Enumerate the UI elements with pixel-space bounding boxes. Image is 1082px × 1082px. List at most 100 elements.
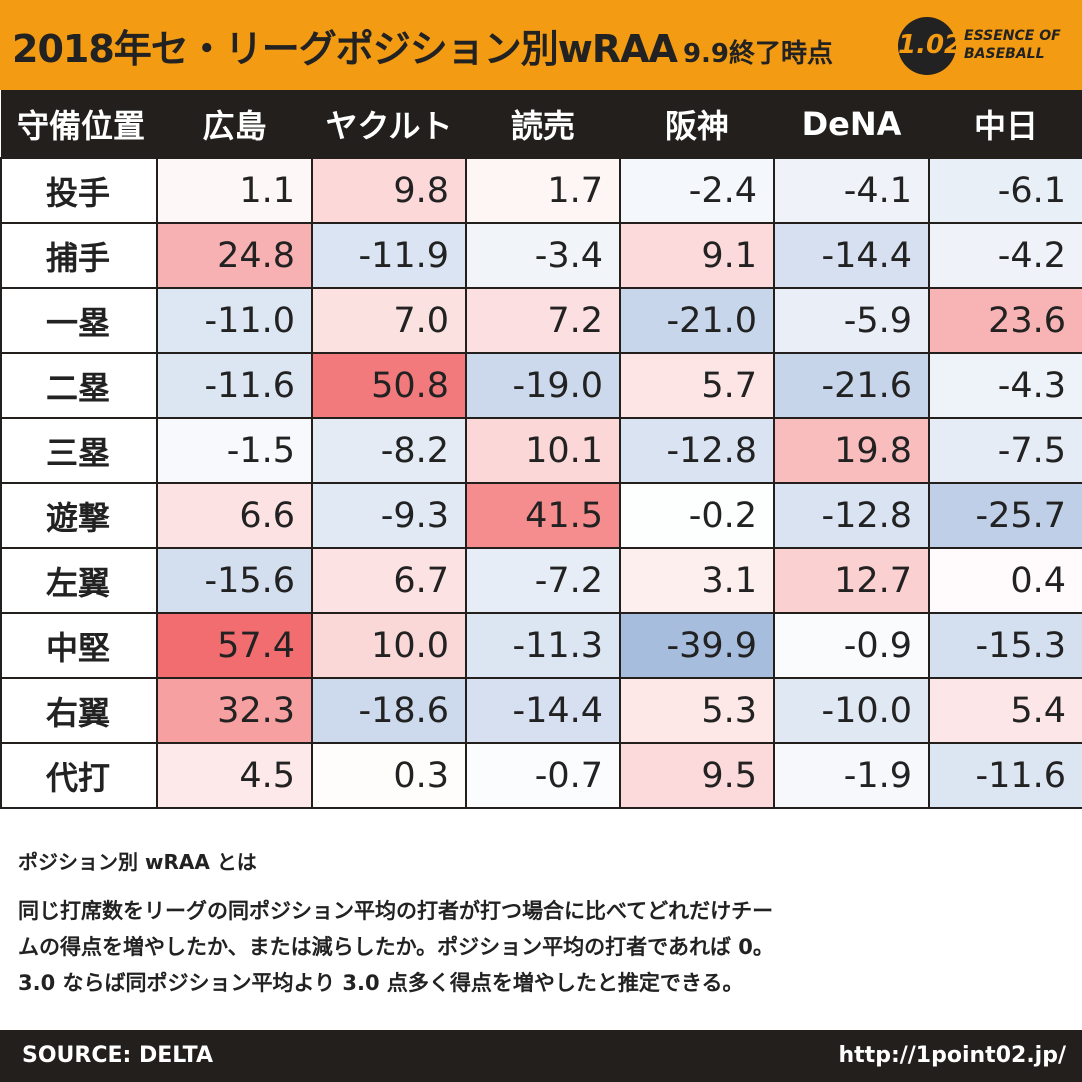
table-row: 遊撃 6.6 -9.3 41.5 -0.2 -12.8 -25.7 [0,482,1082,549]
heatmap-cell: 6.7 [311,547,467,614]
column-header-team: 読売 [466,90,620,158]
heatmap-cell: 0.3 [311,742,467,809]
column-header-team: ヤクルト [312,90,466,158]
table-row: 三塁 -1.5 -8.2 10.1 -12.8 19.8 -7.5 [0,417,1082,484]
note-title: ポジション別 wRAA とは [18,850,257,874]
wraa-heatmap-table: 守備位置 広島 ヤクルト 読売 阪神 DeNA 中日 投手 1.1 9.8 1.7 -2.4 -4.… [0,90,1082,809]
column-header-team: DeNA [774,90,929,158]
heatmap-cell: 24.8 [156,222,313,289]
column-header-team: 広島 [157,90,312,158]
heatmap-cell: 19.8 [773,417,930,484]
table-row: 右翼 32.3 -18.6 -14.4 5.3 -10.0 5.4 [0,677,1082,744]
heatmap-cell: -15.6 [156,547,313,614]
footer-bar: SOURCE: DELTA http://1point02.jp/ [0,1030,1082,1082]
chart-title: 2018年セ・リーグポジション別wRAA 9.9終了時点 [12,18,833,73]
heatmap-cell: 10.0 [311,612,467,679]
heatmap-cell: -4.2 [928,222,1082,289]
heatmap-cell: 5.7 [619,352,775,419]
logo-line-1: ESSENCE OF [964,28,1061,44]
heatmap-cell: 9.5 [619,742,775,809]
heatmap-cell: -25.7 [928,482,1082,549]
heatmap-cell: -6.1 [928,157,1082,224]
logo-wordmark: ESSENCE OF BASEBALL [964,27,1061,63]
note-line-3: 3.0 ならば同ポジション平均より 3.0 点多く得点を増やしたと推定できる。 [18,971,744,995]
row-header-position: 投手 [0,157,158,224]
logo-line-2: BASEBALL [964,46,1045,62]
heatmap-cell: -8.2 [311,417,467,484]
heatmap-cell: 5.4 [928,677,1082,744]
row-header-position: 捕手 [0,222,158,289]
heatmap-cell: 10.1 [465,417,621,484]
column-header-position: 守備位置 [1,90,157,158]
logo-number: 1.02 [898,30,963,60]
heatmap-cell: -0.7 [465,742,621,809]
heatmap-cell: -21.0 [619,287,775,354]
row-header-position: 右翼 [0,677,158,744]
heatmap-cell: -18.6 [311,677,467,744]
row-header-position: 三塁 [0,417,158,484]
brand-logo: 1.02 ESSENCE OF BASEBALL [898,17,1068,75]
heatmap-cell: -7.5 [928,417,1082,484]
title-text: 2018年セ・リーグポジション別wRAA [12,27,678,71]
heatmap-cell: 1.7 [465,157,621,224]
row-header-position: 左翼 [0,547,158,614]
heatmap-cell: 0.4 [928,547,1082,614]
row-header-position: 代打 [0,742,158,809]
heatmap-cell: 23.6 [928,287,1082,354]
heatmap-cell: -0.2 [619,482,775,549]
heatmap-cell: -12.8 [619,417,775,484]
heatmap-cell: -39.9 [619,612,775,679]
heatmap-cell: -9.3 [311,482,467,549]
heatmap-cell: 7.2 [465,287,621,354]
definition-note: ポジション別 wRAA とは 同じ打席数をリーグの同ポジション平均の打者が打つ場… [18,846,1068,1001]
heatmap-cell: 57.4 [156,612,313,679]
heatmap-cell: -4.3 [928,352,1082,419]
table-body: 投手 1.1 9.8 1.7 -2.4 -4.1 -6.1 捕手 24.8 -11.9 -3.4 9.… [0,157,1082,809]
heatmap-cell: -3.4 [465,222,621,289]
heatmap-cell: -14.4 [773,222,930,289]
heatmap-cell: -11.6 [156,352,313,419]
source-credit: SOURCE: DELTA [22,1043,213,1068]
heatmap-cell: -11.9 [311,222,467,289]
heatmap-cell: 12.7 [773,547,930,614]
heatmap-cell: 32.3 [156,677,313,744]
heatmap-cell: -7.2 [465,547,621,614]
heatmap-cell: -12.8 [773,482,930,549]
logo-baseball-icon: 1.02 [898,17,963,75]
note-body: 同じ打席数をリーグの同ポジション平均の打者が打つ場合に比べてどれだけチー ムの得… [18,893,1068,1001]
heatmap-cell: 5.3 [619,677,775,744]
heatmap-cell: -14.4 [465,677,621,744]
row-header-position: 一塁 [0,287,158,354]
heatmap-cell: -2.4 [619,157,775,224]
heatmap-cell: -4.1 [773,157,930,224]
heatmap-cell: 3.1 [619,547,775,614]
heatmap-cell: 9.1 [619,222,775,289]
table-row: 捕手 24.8 -11.9 -3.4 9.1 -14.4 -4.2 [0,222,1082,289]
website-link[interactable]: http://1point02.jp/ [838,1043,1067,1068]
row-header-position: 中堅 [0,612,158,679]
table-row: 二塁 -11.6 50.8 -19.0 5.7 -21.6 -4.3 [0,352,1082,419]
heatmap-cell: -11.3 [465,612,621,679]
table-row: 投手 1.1 9.8 1.7 -2.4 -4.1 -6.1 [0,157,1082,224]
column-header-team: 阪神 [620,90,774,158]
column-header-team: 中日 [929,90,1082,158]
table-row: 代打 4.5 0.3 -0.7 9.5 -1.9 -11.6 [0,742,1082,809]
heatmap-cell: -11.0 [156,287,313,354]
table-row: 左翼 -15.6 6.7 -7.2 3.1 12.7 0.4 [0,547,1082,614]
heatmap-cell: 1.1 [156,157,313,224]
heatmap-cell: -1.9 [773,742,930,809]
row-header-position: 二塁 [0,352,158,419]
heatmap-cell: -21.6 [773,352,930,419]
heatmap-cell: -19.0 [465,352,621,419]
heatmap-cell: -1.5 [156,417,313,484]
heatmap-cell: -5.9 [773,287,930,354]
heatmap-cell: -10.0 [773,677,930,744]
heatmap-cell: 41.5 [465,482,621,549]
table-header-row: 守備位置 広島 ヤクルト 読売 阪神 DeNA 中日 [1,90,1082,158]
note-line-2: ムの得点を増やしたか、または減らしたか。ポジション平均の打者であれば 0。 [18,935,774,959]
note-line-1: 同じ打席数をリーグの同ポジション平均の打者が打つ場合に比べてどれだけチー [18,899,774,923]
heatmap-cell: -15.3 [928,612,1082,679]
table-row: 中堅 57.4 10.0 -11.3 -39.9 -0.9 -15.3 [0,612,1082,679]
heatmap-cell: 9.8 [311,157,467,224]
heatmap-cell: 4.5 [156,742,313,809]
